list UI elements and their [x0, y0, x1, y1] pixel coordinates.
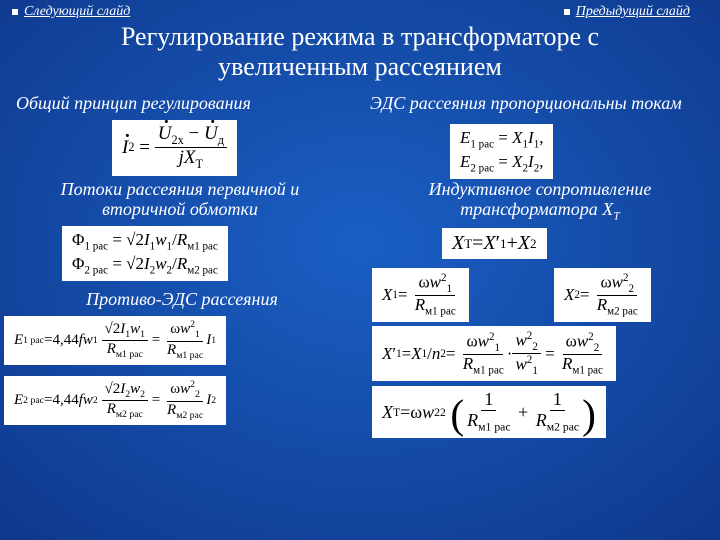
caption-emf-proportional: ЭДС рассеяния пропорциональны токам: [370, 94, 710, 114]
caption-back-emf: Противо-ЭДС рассеяния: [42, 290, 322, 310]
slide-title: Регулирование режима в трансформаторе с …: [0, 22, 720, 82]
formula-x1: X1 = ωw21Rм1 рас: [372, 268, 469, 322]
formula-xt-sum: XТ = X′1 + X2: [442, 228, 547, 259]
formula-x1-prime: X′1 = X1/n2 = ωw21Rм1 рас · w22w21 = ωw2…: [372, 326, 616, 381]
formula-x2: X2 = ωw22Rм2 рас: [554, 268, 651, 322]
formula-e1: E1 рас = 4,44fw1 √2I1w1Rм1 рас = ωw21Rм1…: [4, 316, 226, 365]
formula-phi: Φ1 рас = √2I1w1/Rм1 рас Φ2 рас = √2I2w2/…: [62, 226, 228, 281]
formula-ep: E1 рас = X1I1, E2 рас = X2I2,: [450, 124, 553, 179]
caption-inductive-resistance: Индуктивное сопротивление трансформатора…: [380, 180, 700, 223]
bullet-icon: [564, 9, 570, 15]
caption-leakage-flux: Потоки рассеяния первичной и вторичной о…: [30, 180, 330, 220]
formula-xt-full: XТ = ωw22 ( 1Rм1 рас + 1Rм2 рас ): [372, 386, 606, 438]
prev-slide-label: Предыдущий слайд: [576, 4, 690, 20]
caption-general-principle: Общий принцип регулирования: [16, 94, 336, 114]
next-slide-link[interactable]: Следующий слайд: [12, 4, 130, 20]
prev-slide-link[interactable]: Предыдущий слайд: [564, 4, 690, 20]
formula-i2: I2 = U2х − Uд jXТ: [112, 120, 237, 176]
formula-e2: E2 рас = 4,44fw2 √2I2w2Rм2 рас = ωw22Rм2…: [4, 376, 226, 425]
next-slide-label: Следующий слайд: [24, 4, 130, 20]
bullet-icon: [12, 9, 18, 15]
